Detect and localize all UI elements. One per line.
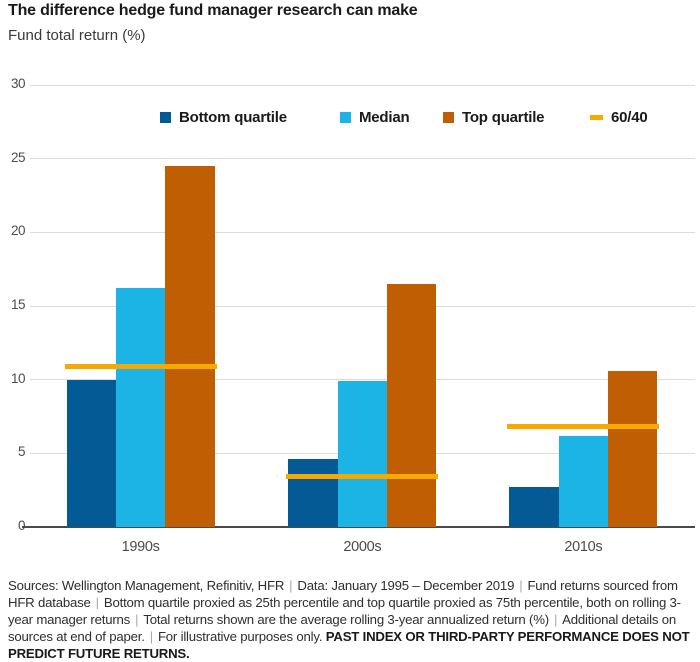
legend-marker-bottom-quartile-swatch-icon: [160, 112, 171, 123]
x-tick-label-2000s: 2000s: [343, 539, 382, 555]
chart-subtitle: Fund total return (%): [8, 27, 146, 44]
x-tick-label-2010s: 2010s: [564, 539, 603, 555]
footer-segment-7: For illustrative purposes only.: [157, 629, 323, 644]
footer-segment-1: Sources: Wellington Management, Refiniti…: [8, 578, 285, 593]
y-tick-label-20: 20: [10, 223, 26, 239]
footer-segment-5: Total returns shown are the average roll…: [143, 612, 549, 627]
gridline-10: [30, 379, 695, 381]
line-60-40-2010s: [507, 424, 660, 430]
chart-title: The difference hedge fund manager resear…: [8, 2, 418, 19]
x-tick-label-1990s: 1990s: [121, 539, 160, 555]
gridline-25: [30, 158, 695, 160]
footer-notes: Sources: Wellington Management, Refiniti…: [8, 577, 694, 662]
footer-separator: |: [289, 578, 293, 593]
legend-label-median: Median: [359, 109, 410, 126]
y-tick-label-25: 25: [10, 149, 26, 165]
footer-segment-4: Bottom quartile proxied as 25th percenti…: [8, 595, 681, 627]
legend-label-60-40: 60/40: [611, 109, 648, 126]
footer-separator: |: [149, 629, 153, 644]
legend-label-bottom-quartile: Bottom quartile: [179, 109, 287, 126]
footer-bold-warning: PAST INDEX OR THIRD-PARTY PERFORMANCE DO…: [8, 629, 690, 661]
bar-median-1990s: [115, 288, 166, 527]
y-tick-label-0: 0: [17, 518, 26, 533]
legend-marker-60-40-dash-icon: [590, 115, 603, 120]
legend-item-60-40: 60/40: [590, 109, 648, 126]
gridline-20: [30, 231, 695, 233]
bar-bottom-quartile-2000s: [288, 459, 338, 527]
y-tick-label-30: 30: [10, 76, 26, 91]
legend-marker-top-quartile-swatch-icon: [443, 112, 454, 123]
bar-top-quartile-1990s: [165, 166, 215, 527]
bar-bottom-quartile-1990s: [66, 379, 116, 527]
line-60-40-1990s: [64, 363, 217, 369]
bar-top-quartile-2000s: [387, 283, 437, 527]
legend-label-top-quartile: Top quartile: [462, 109, 545, 126]
y-tick-label-5: 5: [17, 444, 26, 460]
line-60-40-2000s: [286, 474, 439, 480]
footer-segment-6: Additional details on sources at end of …: [8, 612, 677, 644]
y-tick-label-10: 10: [10, 370, 26, 386]
legend-item-top-quartile: Top quartile: [443, 109, 545, 126]
legend-item-bottom-quartile: Bottom quartile: [160, 109, 287, 126]
y-tick-label-15: 15: [10, 297, 26, 312]
footer-segment-2: Data: January 1995 – December 2019: [297, 578, 515, 593]
gridline-30: [30, 84, 695, 86]
x-axis-line: [22, 526, 695, 528]
bar-bottom-quartile-2010s: [509, 487, 559, 527]
footer-separator: |: [553, 612, 558, 627]
footer-separator: |: [135, 612, 139, 627]
footer-segment-3: Fund returns sourced from HFR database: [8, 578, 678, 610]
bar-median-2000s: [337, 381, 388, 527]
bar-top-quartile-2010s: [608, 370, 658, 527]
footer-separator: |: [519, 578, 523, 593]
legend-marker-median-swatch-icon: [340, 112, 351, 123]
legend-item-median: Median: [340, 109, 410, 126]
bar-median-2010s: [558, 435, 609, 527]
gridline-15: [30, 305, 695, 307]
footer-separator: |: [95, 595, 99, 610]
